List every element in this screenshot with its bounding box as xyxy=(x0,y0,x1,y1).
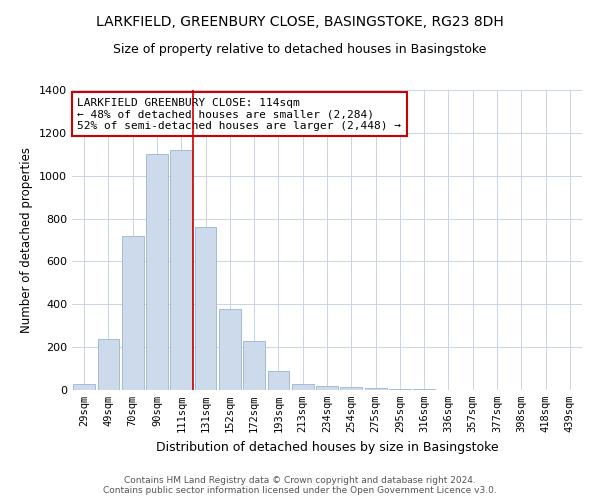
Text: Contains HM Land Registry data © Crown copyright and database right 2024.
Contai: Contains HM Land Registry data © Crown c… xyxy=(103,476,497,495)
Text: Size of property relative to detached houses in Basingstoke: Size of property relative to detached ho… xyxy=(113,42,487,56)
Y-axis label: Number of detached properties: Number of detached properties xyxy=(20,147,34,333)
Bar xyxy=(194,227,217,390)
Bar xyxy=(243,340,265,390)
Text: LARKFIELD GREENBURY CLOSE: 114sqm
← 48% of detached houses are smaller (2,284)
5: LARKFIELD GREENBURY CLOSE: 114sqm ← 48% … xyxy=(77,98,401,130)
Bar xyxy=(170,150,192,390)
Bar xyxy=(316,386,338,390)
Bar xyxy=(219,308,241,390)
Bar xyxy=(292,384,314,390)
X-axis label: Distribution of detached houses by size in Basingstoke: Distribution of detached houses by size … xyxy=(155,440,499,454)
Bar xyxy=(365,388,386,390)
Bar xyxy=(146,154,168,390)
Bar xyxy=(122,236,143,390)
Bar xyxy=(268,370,289,390)
Bar xyxy=(389,389,411,390)
Bar xyxy=(340,387,362,390)
Text: LARKFIELD, GREENBURY CLOSE, BASINGSTOKE, RG23 8DH: LARKFIELD, GREENBURY CLOSE, BASINGSTOKE,… xyxy=(96,15,504,29)
Bar xyxy=(73,384,95,390)
Bar xyxy=(97,338,119,390)
